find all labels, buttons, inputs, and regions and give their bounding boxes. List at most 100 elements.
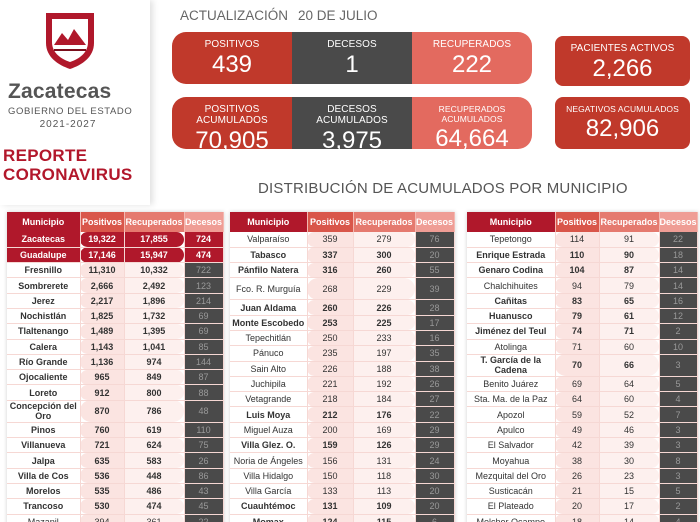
decesos-cell: 6: [415, 514, 455, 522]
table-row: Trancoso 530 474 45: [7, 498, 224, 515]
municipio-cell: Tepetongo: [467, 232, 556, 248]
report-title-line1: REPORTE: [3, 146, 88, 165]
recuperados-cell: 169: [353, 422, 416, 439]
municipio-cell: T. García de la Cadena: [467, 354, 556, 377]
decesos-cell: 20: [415, 247, 455, 264]
positivos-cell: 530: [80, 498, 125, 515]
municipio-cell: Tabasco: [230, 247, 308, 264]
recovered-label: RECUPERADOS: [432, 39, 512, 50]
table-row: Melchor Ocampo 18 14 4: [467, 514, 698, 522]
deaths-value: 1: [345, 51, 359, 78]
table-row: Enrique Estrada 110 90 18: [467, 247, 698, 264]
recuperados-cell: 15,947: [124, 247, 185, 264]
decesos-cell: 17: [415, 315, 455, 331]
municipio-cell: Nochistlán: [7, 308, 81, 325]
municipio-cell: Chalchihuites: [467, 277, 556, 294]
decesos-cell: 5: [659, 483, 698, 500]
municipio-cell: Melchor Ocampo: [467, 514, 556, 522]
municipio-cell: El Plateado: [467, 498, 556, 515]
municipio-cell: Pánfilo Natera: [230, 262, 308, 279]
decesos-cell: 86: [184, 468, 224, 484]
recuperados-cell: 23: [599, 468, 660, 484]
recuperados-cell: 46: [599, 422, 660, 439]
positivos-cell: 42: [555, 437, 600, 454]
municipio-cell: Luis Moya: [230, 406, 308, 423]
municipio-cell: Miguel Auza: [230, 422, 308, 439]
table-row: Luis Moya 212 176 22: [230, 406, 455, 423]
decesos-cell: 16: [659, 293, 698, 309]
decesos-cell: 7: [659, 406, 698, 423]
active-patients-card: PACIENTES ACTIVOS 2,266: [555, 36, 690, 86]
recuperados-cell: 849: [124, 369, 185, 386]
table-row: Benito Juárez 69 64 5: [467, 376, 698, 393]
decesos-cell: 27: [415, 391, 455, 408]
municipio-cell: Apozol: [467, 406, 556, 423]
brand-name: Zacatecas: [8, 80, 112, 103]
recuperados-cell: 1,896: [124, 293, 185, 309]
decesos-cell: 722: [184, 262, 224, 279]
positivos-cell: 535: [80, 483, 125, 500]
table-row: Ojocaliente 965 849 87: [7, 369, 224, 386]
col-header-municipio: Municipio: [230, 212, 308, 232]
decesos-cell: 2: [659, 498, 698, 515]
positivos-cell: 1,143: [80, 339, 125, 355]
decesos-cell: 48: [184, 400, 224, 423]
table-header-row: Municipio Positivos Recuperados Decesos: [467, 212, 698, 232]
recuperados-cell: 64: [599, 376, 660, 393]
recuperados-cell: 184: [353, 391, 416, 408]
col-header-positivos: Positivos: [555, 212, 600, 232]
cumulative-deaths-label: DECESOS ACUMULADOS: [316, 104, 388, 126]
positivos-cell: 79: [555, 308, 600, 325]
decesos-cell: 26: [184, 452, 224, 469]
decesos-cell: 18: [659, 247, 698, 264]
recuperados-cell: 1,395: [124, 323, 185, 340]
decesos-cell: 4: [659, 514, 698, 522]
recuperados-cell: 109: [353, 498, 416, 515]
col-header-municipio: Municipio: [7, 212, 81, 232]
table-row: Mezquital del Oro 26 23 3: [467, 468, 698, 484]
municipio-cell: Susticacán: [467, 483, 556, 500]
decesos-cell: 35: [415, 345, 455, 362]
positivos-cell: 19,322: [80, 232, 125, 248]
deaths-label: DECESOS: [327, 39, 377, 50]
positivos-cell: 221: [307, 376, 354, 393]
positivos-cell: 70: [555, 354, 600, 377]
table-row: Calera 1,143 1,041 85: [7, 339, 224, 355]
recuperados-cell: 226: [353, 299, 416, 316]
municipio-cell: Mezquital del Oro: [467, 468, 556, 484]
col-header-positivos: Positivos: [80, 212, 125, 232]
decesos-cell: 12: [659, 308, 698, 325]
table-row: Jiménez del Teul 74 71 2: [467, 323, 698, 340]
table-row: Villa García 133 113 20: [230, 483, 455, 500]
municipio-cell: Sta. Ma. de la Paz: [467, 391, 556, 408]
table-row: Loreto 912 800 88: [7, 384, 224, 401]
municipio-cell: Monte Escobedo: [230, 315, 308, 331]
recuperados-cell: 188: [353, 361, 416, 377]
decesos-cell: 69: [184, 308, 224, 325]
table-row: Cañitas 83 65 16: [467, 293, 698, 309]
municipio-cell: Enrique Estrada: [467, 247, 556, 264]
decesos-cell: 14: [659, 262, 698, 279]
recuperados-cell: 2,492: [124, 277, 185, 294]
table-row: Noria de Ángeles 156 131 24: [230, 452, 455, 469]
col-header-decesos: Decesos: [415, 212, 455, 232]
municipality-table-3: Municipio Positivos Recuperados Decesos …: [467, 212, 698, 522]
positivos-cell: 253: [307, 315, 354, 331]
table-row: Cuauhtémoc 131 109 20: [230, 498, 455, 515]
municipio-cell: Valparaíso: [230, 232, 308, 248]
recuperados-cell: 52: [599, 406, 660, 423]
municipio-cell: Mazapil: [7, 514, 81, 522]
table-row: Tepetongo 114 91 22: [467, 232, 698, 248]
positivos-cell: 235: [307, 345, 354, 362]
recuperados-cell: 176: [353, 406, 416, 423]
table-row: Zacatecas 19,322 17,855 724: [7, 232, 224, 248]
recuperados-cell: 10,332: [124, 262, 185, 279]
positivos-cell: 250: [307, 330, 354, 347]
municipio-cell: Jalpa: [7, 452, 81, 469]
decesos-cell: 30: [415, 468, 455, 484]
positivos-cell: 912: [80, 384, 125, 401]
recuperados-cell: 60: [599, 339, 660, 355]
recuperados-cell: 197: [353, 345, 416, 362]
positivos-cell: 94: [555, 277, 600, 294]
recuperados-cell: 786: [124, 400, 185, 423]
